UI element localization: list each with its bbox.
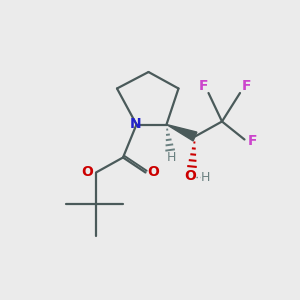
- Text: O: O: [82, 166, 94, 179]
- Text: H: H: [201, 171, 210, 184]
- Text: H: H: [167, 151, 176, 164]
- Text: N: N: [130, 118, 142, 131]
- Text: O: O: [184, 169, 196, 182]
- Text: O: O: [147, 166, 159, 179]
- Text: F: F: [242, 80, 251, 93]
- Text: F: F: [248, 134, 258, 148]
- Text: F: F: [198, 80, 208, 93]
- Polygon shape: [167, 124, 197, 141]
